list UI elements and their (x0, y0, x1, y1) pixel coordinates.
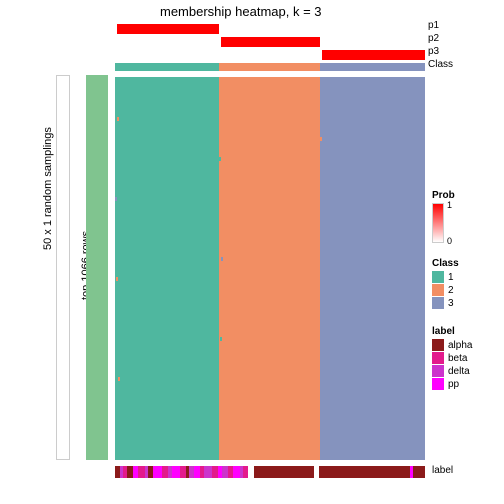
anno-cell (115, 24, 219, 34)
speckle (116, 277, 118, 281)
anno-row-p2 (115, 37, 425, 47)
class-cell (115, 63, 219, 71)
legend-prob: Prob 1 0 (432, 190, 455, 243)
legend-item: 3 (432, 297, 459, 309)
class-label: Class (428, 59, 453, 70)
legend-text: alpha (448, 340, 472, 351)
chart-title: membership heatmap, k = 3 (160, 4, 322, 19)
p3-label: p3 (428, 46, 439, 57)
anno-cell (320, 50, 425, 60)
legend-text: beta (448, 353, 467, 364)
p1-label: p1 (428, 20, 439, 31)
prob-tick-max: 1 (447, 200, 452, 210)
anno-cell (219, 50, 320, 60)
speckle (118, 377, 120, 381)
p2-label: p2 (428, 33, 439, 44)
legend-swatch (432, 297, 444, 309)
heatmap-block (320, 75, 425, 460)
legend-label: label alpha beta delta pp (432, 326, 472, 390)
speckle (320, 137, 322, 141)
label-segment (153, 466, 162, 478)
legend-swatch (432, 352, 444, 364)
legend-swatch (432, 284, 444, 296)
label-segment (233, 466, 241, 478)
bottom-label-text: label (432, 465, 453, 476)
legend-item: alpha (432, 339, 472, 351)
legend-text: pp (448, 379, 459, 390)
legend-item: 2 (432, 284, 459, 296)
prob-colorbar: 1 0 (432, 203, 444, 243)
legend-text: delta (448, 366, 470, 377)
heatmap-area (115, 20, 425, 475)
anno-cell (219, 37, 320, 47)
legend-item: delta (432, 365, 472, 377)
speckle (221, 257, 223, 261)
label-segment (254, 466, 314, 478)
speckle (219, 157, 221, 161)
legend-text: 3 (448, 298, 454, 309)
left-outer-label: 50 x 1 random samplings (42, 127, 54, 250)
speckle (220, 337, 222, 341)
legend-label-title: label (432, 326, 472, 337)
class-row (115, 63, 425, 71)
anno-row-p3 (115, 50, 425, 60)
anno-cell (320, 24, 425, 34)
prob-tick-min: 0 (447, 236, 452, 246)
anno-row-p1 (115, 24, 425, 34)
anno-cell (115, 37, 219, 47)
left-inner-strip (86, 75, 108, 460)
legend-item: beta (432, 352, 472, 364)
label-segment (319, 466, 410, 478)
label-segment (204, 466, 212, 478)
anno-cell (320, 37, 425, 47)
legend-swatch (432, 365, 444, 377)
legend-text: 2 (448, 285, 454, 296)
left-outer-strip (56, 75, 70, 460)
label-segment (413, 466, 425, 478)
class-cell (219, 63, 320, 71)
legend-swatch (432, 271, 444, 283)
label-segment (138, 466, 146, 478)
main-heatmap (115, 75, 425, 460)
heatmap-block (115, 75, 219, 460)
label-segment (172, 466, 180, 478)
anno-cell (115, 50, 219, 60)
class-cell (320, 63, 425, 71)
legend-swatch (432, 339, 444, 351)
speckle (117, 117, 119, 121)
legend-class-title: Class (432, 258, 459, 269)
speckle (115, 197, 117, 201)
legend-class: Class 1 2 3 (432, 258, 459, 309)
bottom-label-row (115, 466, 425, 478)
legend-swatch (432, 378, 444, 390)
legend-item: pp (432, 378, 472, 390)
heatmap-block (219, 75, 320, 460)
anno-cell (219, 24, 320, 34)
legend-item: 1 (432, 271, 459, 283)
legend-text: 1 (448, 272, 454, 283)
